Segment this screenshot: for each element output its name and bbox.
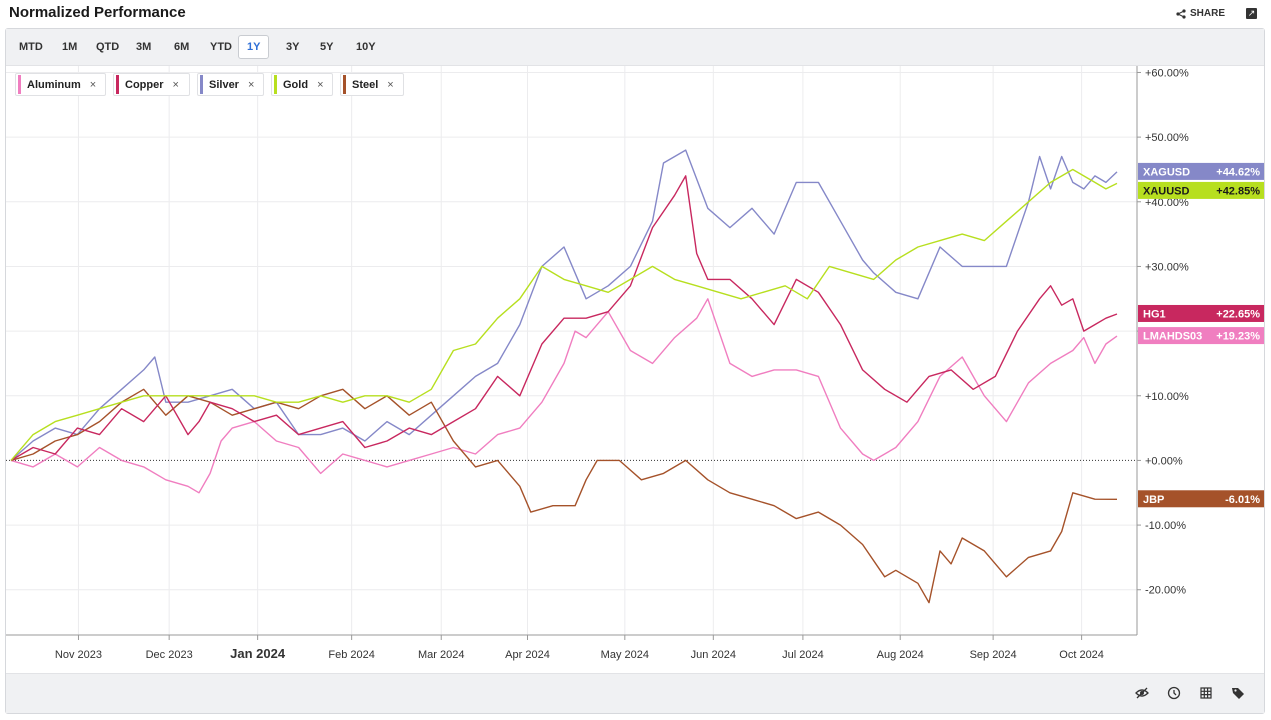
range-button-1m[interactable]: 1M xyxy=(62,41,78,53)
close-icon[interactable]: × xyxy=(172,78,179,91)
value-tag-ticker: XAUUSD xyxy=(1143,185,1190,197)
x-tick-label: Nov 2023 xyxy=(55,649,102,661)
hide-eye-icon[interactable] xyxy=(1134,685,1150,701)
value-tag-value: +19.23% xyxy=(1216,331,1260,343)
value-tag-aluminum: LMAHDS03 +19.23% xyxy=(1138,327,1264,345)
share-label: SHARE xyxy=(1189,8,1225,19)
value-tag-ticker: LMAHDS03 xyxy=(1143,331,1202,343)
legend-label: Aluminum xyxy=(27,78,81,91)
value-tag-value: +42.85% xyxy=(1216,185,1260,197)
value-tag-ticker: JBP xyxy=(1143,494,1164,506)
range-button-3y[interactable]: 3Y xyxy=(286,41,300,53)
header: Normalized Performance SHARE ↗ xyxy=(0,0,1271,28)
series-line-gold[interactable] xyxy=(10,168,1118,461)
value-tag-ticker: HG1 xyxy=(1143,308,1166,320)
x-tick-label: Aug 2024 xyxy=(877,649,924,661)
legend-swatch xyxy=(274,75,277,94)
legend-item-gold[interactable]: Gold × xyxy=(271,73,333,96)
legend-swatch xyxy=(343,75,346,94)
range-button-10y[interactable]: 10Y xyxy=(356,41,376,53)
legend-swatch xyxy=(200,75,203,94)
y-tick-label: +40.00% xyxy=(1145,197,1189,209)
chart-canvas[interactable]: +60.00%+50.00%+40.00%+30.00%+20.00%+10.0… xyxy=(6,66,1264,674)
legend-item-steel[interactable]: Steel × xyxy=(340,73,404,96)
legend-label: Silver xyxy=(209,78,239,91)
x-tick-label: Sep 2024 xyxy=(970,649,1017,661)
y-tick-label: +10.00% xyxy=(1145,391,1189,403)
tag-icon[interactable] xyxy=(1230,685,1246,701)
legend-swatch xyxy=(18,75,21,94)
value-tag-ticker: XAGUSD xyxy=(1143,166,1190,178)
value-tag-value: +44.62% xyxy=(1216,166,1260,178)
series-line-silver[interactable] xyxy=(10,149,1118,461)
close-icon[interactable]: × xyxy=(387,78,394,91)
range-button-mtd[interactable]: MTD xyxy=(19,41,43,53)
value-tag-value: -6.01% xyxy=(1225,494,1260,506)
value-tag-silver: XAGUSD +44.62% xyxy=(1138,162,1264,180)
y-tick-label: +50.00% xyxy=(1145,132,1189,144)
x-tick-label: Dec 2023 xyxy=(146,649,193,661)
value-tag-gold: XAUUSD +42.85% xyxy=(1138,181,1264,199)
legend-label: Copper xyxy=(125,78,164,91)
range-button-3m[interactable]: 3M xyxy=(136,41,152,53)
expand-icon[interactable]: ↗ xyxy=(1246,8,1257,19)
x-tick-label: May 2024 xyxy=(601,649,649,661)
x-tick-label: Jan 2024 xyxy=(230,646,286,661)
x-tick-label: Jul 2024 xyxy=(782,649,824,661)
value-tag-value: +22.65% xyxy=(1216,308,1260,320)
y-tick-label: -10.00% xyxy=(1145,520,1186,532)
close-icon[interactable]: × xyxy=(89,78,97,91)
x-tick-label: Apr 2024 xyxy=(505,649,550,661)
x-tick-label: Mar 2024 xyxy=(418,649,464,661)
share-button[interactable]: SHARE xyxy=(1176,8,1225,19)
series-line-aluminum[interactable] xyxy=(10,298,1118,494)
range-button-6m[interactable]: 6M xyxy=(174,41,190,53)
range-toolbar: MTD 1M QTD 3M 6M YTD 1Y 3Y 5Y 10Y xyxy=(6,29,1264,66)
value-tag-steel: JBP -6.01% xyxy=(1138,490,1264,508)
series-line-steel[interactable] xyxy=(10,388,1118,604)
x-tick-label: Feb 2024 xyxy=(328,649,374,661)
value-tag-copper: HG1 +22.65% xyxy=(1138,304,1264,322)
legend-swatch xyxy=(116,75,119,94)
legend-item-aluminum[interactable]: Aluminum × xyxy=(15,73,106,96)
page-title: Normalized Performance xyxy=(9,4,186,21)
range-button-ytd[interactable]: YTD xyxy=(210,41,232,53)
legend-label: Gold xyxy=(283,78,309,91)
x-tick-label: Oct 2024 xyxy=(1059,649,1104,661)
y-tick-label: +0.00% xyxy=(1145,455,1183,467)
range-button-5y[interactable]: 5Y xyxy=(320,41,334,53)
x-tick-label: Jun 2024 xyxy=(691,649,736,661)
chart-footer xyxy=(6,673,1264,713)
range-button-qtd[interactable]: QTD xyxy=(96,41,120,53)
close-icon[interactable]: × xyxy=(317,78,324,91)
share-icon xyxy=(1176,8,1186,19)
chart-frame: MTD 1M QTD 3M 6M YTD 1Y 3Y 5Y 10Y +60.00% +50.00% +… xyxy=(5,28,1265,714)
grid-icon[interactable] xyxy=(1198,685,1214,701)
y-tick-label: -20.00% xyxy=(1145,585,1186,597)
legend-item-copper[interactable]: Copper × xyxy=(113,73,190,96)
history-icon[interactable] xyxy=(1166,685,1182,701)
legend-label: Steel xyxy=(352,78,379,91)
y-tick-label: +60.00% xyxy=(1145,67,1189,79)
range-button-1y[interactable]: 1Y xyxy=(238,35,270,59)
close-icon[interactable]: × xyxy=(247,78,255,91)
legend-item-silver[interactable]: Silver × xyxy=(197,73,264,96)
y-tick-label: +30.00% xyxy=(1145,261,1189,273)
series-line-copper[interactable] xyxy=(10,175,1118,462)
